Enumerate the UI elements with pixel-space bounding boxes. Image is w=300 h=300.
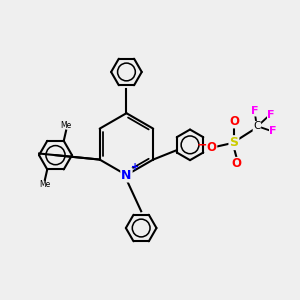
Text: S: S <box>230 136 238 149</box>
Text: F: F <box>251 106 258 116</box>
Text: Me: Me <box>39 180 50 189</box>
Text: Me: Me <box>61 121 72 130</box>
Text: O: O <box>229 115 239 128</box>
Text: F: F <box>267 110 275 120</box>
Text: −: − <box>197 138 208 151</box>
Text: C: C <box>253 122 261 131</box>
Text: O: O <box>232 157 242 170</box>
Text: N: N <box>121 169 132 182</box>
Text: F: F <box>269 126 277 136</box>
Text: +: + <box>130 162 139 172</box>
Text: O: O <box>207 141 217 154</box>
